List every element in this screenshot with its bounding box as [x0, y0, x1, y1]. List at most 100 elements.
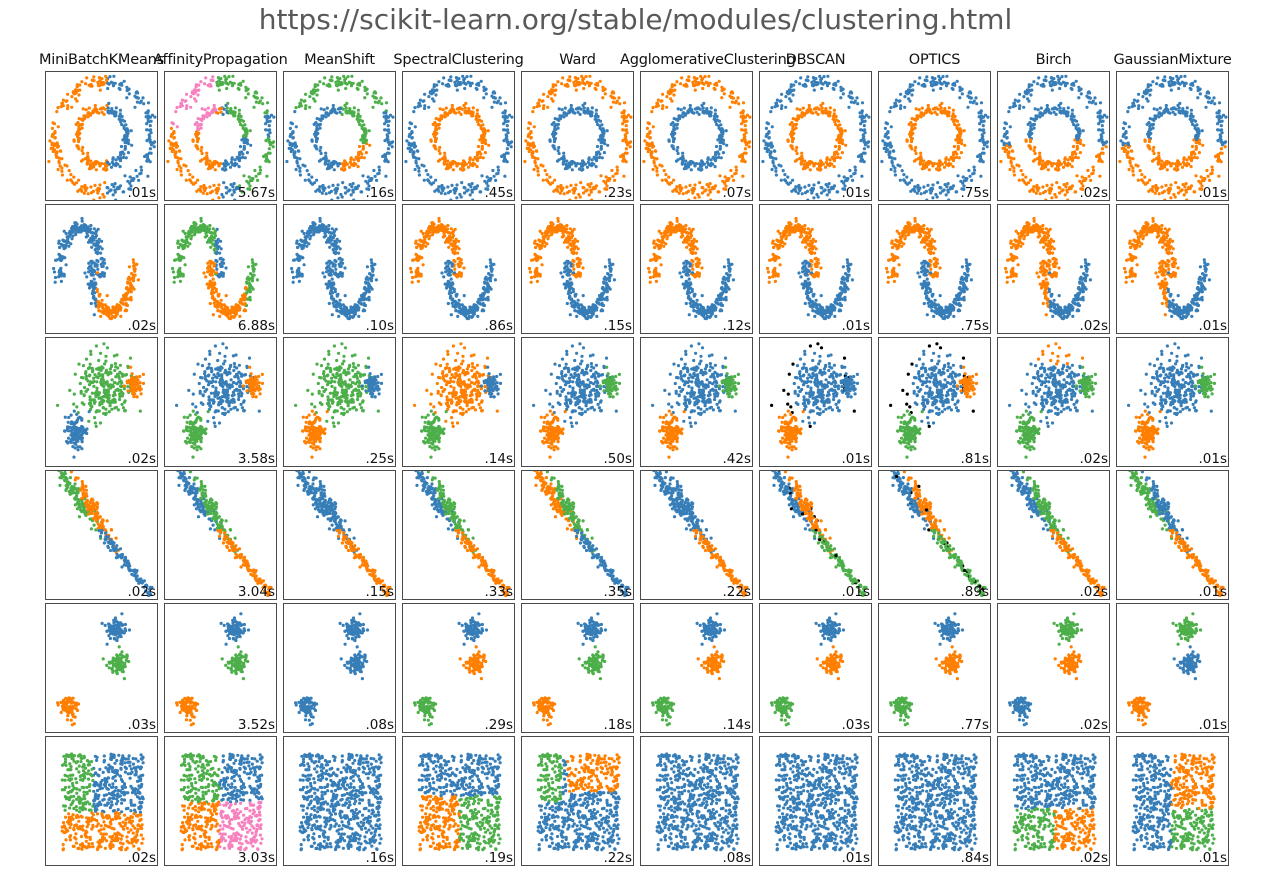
data-point	[813, 162, 818, 166]
data-point	[475, 112, 479, 116]
data-point	[208, 185, 212, 189]
data-point	[1169, 88, 1173, 92]
data-point	[296, 149, 300, 153]
data-point	[440, 157, 445, 161]
data-point	[1154, 183, 1158, 188]
data-point	[230, 84, 235, 88]
data-point	[81, 145, 85, 150]
data-point	[426, 179, 431, 183]
data-point	[594, 159, 599, 163]
data-point	[103, 181, 107, 185]
data-point	[490, 105, 494, 109]
data-point	[795, 158, 799, 162]
data-point	[96, 240, 101, 245]
data-point	[1088, 91, 1092, 95]
data-point	[436, 117, 441, 121]
data-point	[149, 140, 153, 144]
data-point	[673, 131, 677, 135]
data-point	[832, 159, 837, 163]
data-point	[453, 160, 457, 164]
data-point	[422, 99, 426, 103]
data-point	[643, 139, 647, 143]
data-point	[1143, 175, 1147, 179]
data-point	[105, 266, 109, 270]
data-point	[829, 187, 833, 191]
data-point	[1144, 88, 1149, 92]
data-point	[431, 122, 435, 126]
data-point	[475, 159, 480, 163]
data-point	[478, 138, 482, 142]
data-point	[109, 109, 113, 113]
data-point	[1131, 173, 1135, 177]
column-title: AgglomerativeClustering	[620, 50, 796, 70]
data-point	[412, 155, 416, 159]
column-title: OPTICS	[858, 50, 1011, 70]
data-point	[551, 132, 555, 136]
data-point	[964, 178, 968, 182]
data-point	[287, 146, 291, 150]
data-point	[450, 183, 454, 187]
data-point	[1215, 115, 1219, 119]
data-point	[246, 87, 250, 91]
data-point	[473, 162, 477, 166]
data-point	[661, 92, 665, 96]
data-point	[1077, 141, 1081, 145]
data-point	[80, 216, 84, 221]
data-point	[559, 116, 563, 121]
data-point	[806, 75, 810, 79]
data-point	[189, 95, 193, 99]
data-point	[706, 156, 710, 160]
data-point	[199, 185, 203, 189]
data-point	[470, 81, 474, 85]
data-point	[1168, 76, 1172, 80]
data-point	[588, 74, 592, 78]
data-point	[826, 163, 830, 167]
data-point	[1081, 187, 1085, 191]
data-point	[716, 190, 720, 194]
data-point	[125, 85, 129, 89]
data-point	[1147, 145, 1151, 149]
data-point	[625, 143, 629, 147]
data-point	[118, 165, 122, 169]
data-point	[832, 87, 836, 91]
data-point	[1087, 100, 1091, 104]
data-point	[1030, 131, 1034, 135]
data-point	[1178, 101, 1182, 105]
data-point	[781, 169, 785, 173]
data-point	[168, 146, 172, 150]
data-point	[65, 99, 69, 103]
data-point	[1019, 169, 1023, 173]
data-point	[1089, 178, 1093, 182]
data-point	[510, 140, 514, 144]
data-point	[962, 129, 966, 133]
data-point	[241, 134, 246, 138]
data-point	[602, 179, 606, 183]
data-point	[598, 79, 602, 83]
data-point	[100, 77, 104, 81]
data-point	[94, 168, 98, 172]
data-point	[1216, 155, 1221, 159]
data-point	[684, 166, 688, 170]
data-point	[86, 158, 90, 163]
data-point	[239, 122, 243, 127]
data-point	[315, 125, 319, 129]
data-point	[80, 126, 84, 130]
data-point	[807, 103, 811, 108]
data-point	[308, 105, 312, 109]
data-point	[792, 131, 796, 135]
data-point	[572, 186, 576, 191]
data-point	[429, 138, 433, 142]
data-point	[546, 95, 550, 99]
data-point	[126, 179, 130, 183]
data-point	[89, 185, 93, 189]
data-point	[1026, 122, 1030, 126]
data-point	[466, 109, 470, 113]
data-point	[929, 160, 933, 164]
data-point	[839, 85, 843, 89]
data-point	[506, 128, 510, 132]
data-point	[117, 114, 122, 118]
data-point	[429, 91, 433, 95]
data-point	[1121, 143, 1125, 147]
data-point	[355, 117, 359, 121]
data-point	[572, 80, 576, 84]
